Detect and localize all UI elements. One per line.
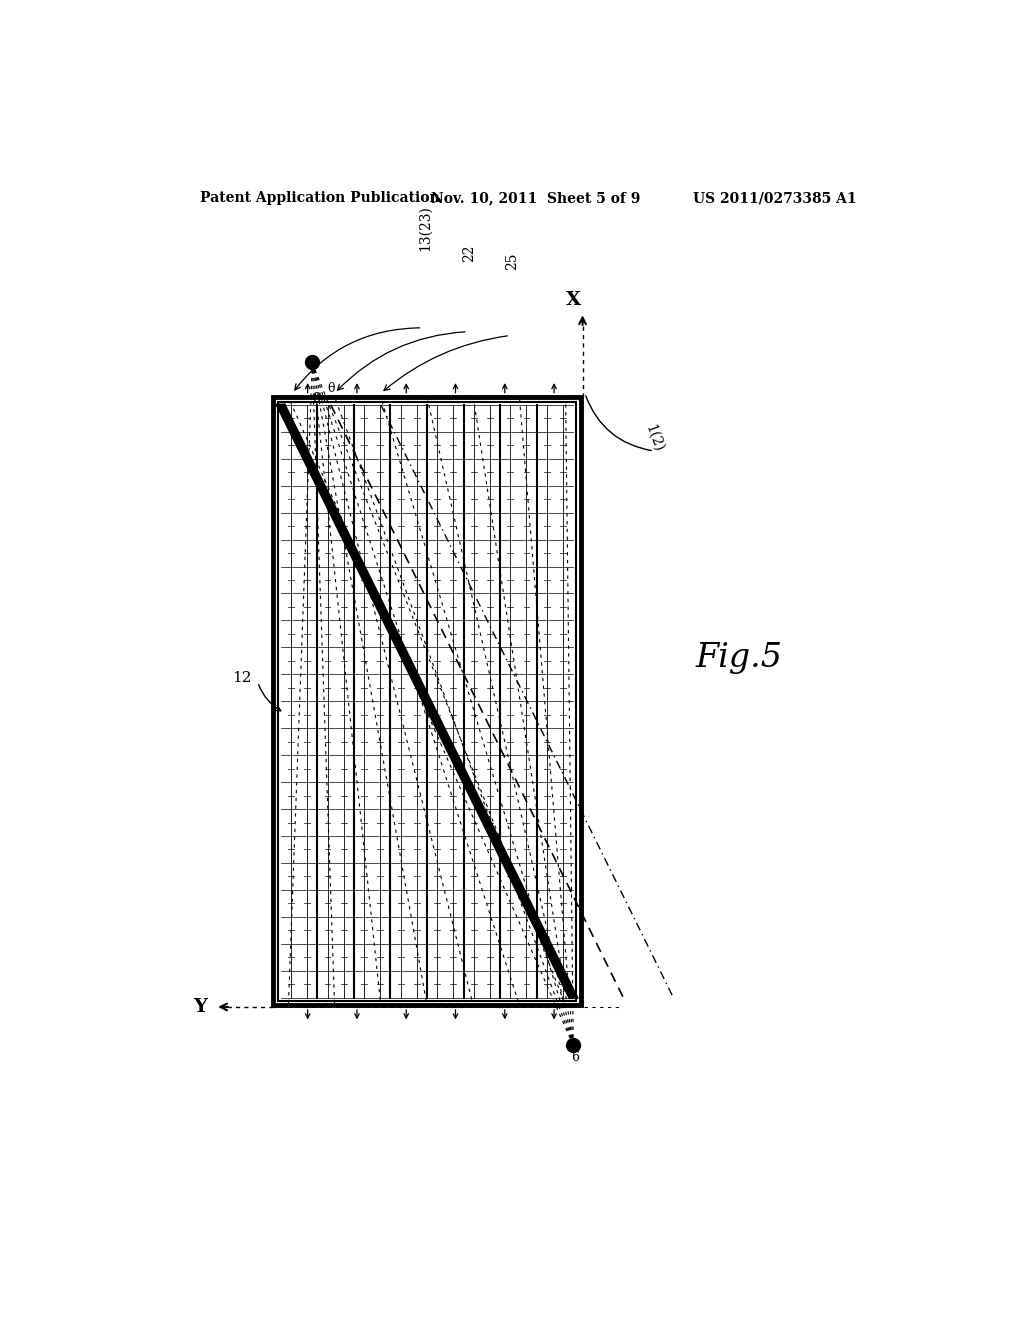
Text: 1(2): 1(2) bbox=[643, 422, 666, 454]
FancyArrowPatch shape bbox=[586, 396, 651, 450]
Text: Patent Application Publication: Patent Application Publication bbox=[200, 191, 439, 206]
Text: 6: 6 bbox=[570, 1051, 579, 1064]
Text: 8: 8 bbox=[312, 392, 321, 405]
Text: 12: 12 bbox=[232, 671, 252, 685]
Bar bbox=[273, 397, 581, 1006]
Text: 22: 22 bbox=[463, 244, 476, 263]
Text: Nov. 10, 2011  Sheet 5 of 9: Nov. 10, 2011 Sheet 5 of 9 bbox=[431, 191, 640, 206]
FancyArrowPatch shape bbox=[295, 327, 420, 389]
Text: US 2011/0273385 A1: US 2011/0273385 A1 bbox=[692, 191, 856, 206]
Text: Y: Y bbox=[194, 998, 208, 1016]
Text: Fig.5: Fig.5 bbox=[695, 642, 782, 673]
FancyArrowPatch shape bbox=[338, 331, 465, 391]
FancyArrowPatch shape bbox=[384, 335, 508, 391]
Text: 13(23): 13(23) bbox=[418, 205, 432, 251]
Bar bbox=[278, 401, 577, 1001]
Text: 25: 25 bbox=[505, 252, 519, 271]
FancyArrowPatch shape bbox=[259, 685, 281, 710]
Text: X: X bbox=[565, 290, 581, 309]
Text: θ: θ bbox=[328, 381, 335, 395]
